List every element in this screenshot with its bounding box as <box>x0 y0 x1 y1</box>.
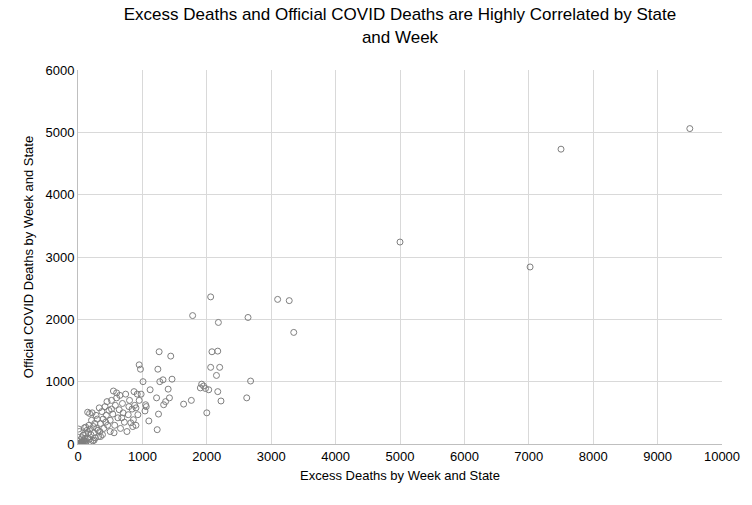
svg-text:4000: 4000 <box>321 449 350 464</box>
svg-text:Official COVID Deaths by Week: Official COVID Deaths by Week and State <box>21 136 36 378</box>
svg-text:8000: 8000 <box>579 449 608 464</box>
svg-text:2000: 2000 <box>45 312 74 327</box>
svg-text:7000: 7000 <box>514 449 543 464</box>
svg-text:6000: 6000 <box>45 63 74 78</box>
svg-text:3000: 3000 <box>257 449 286 464</box>
svg-text:1000: 1000 <box>128 449 157 464</box>
svg-text:0: 0 <box>67 437 74 452</box>
svg-text:9000: 9000 <box>643 449 672 464</box>
svg-text:10000: 10000 <box>704 449 740 464</box>
svg-text:2000: 2000 <box>192 449 221 464</box>
svg-text:Excess Deaths by Week and Stat: Excess Deaths by Week and State <box>300 468 500 483</box>
svg-text:5000: 5000 <box>45 125 74 140</box>
svg-text:1000: 1000 <box>45 374 74 389</box>
svg-text:5000: 5000 <box>386 449 415 464</box>
svg-text:3000: 3000 <box>45 250 74 265</box>
svg-text:Excess Deaths and Official COV: Excess Deaths and Official COVID Deaths … <box>124 5 676 46</box>
svg-text:4000: 4000 <box>45 187 74 202</box>
svg-text:6000: 6000 <box>450 449 479 464</box>
svg-text:0: 0 <box>74 449 81 464</box>
